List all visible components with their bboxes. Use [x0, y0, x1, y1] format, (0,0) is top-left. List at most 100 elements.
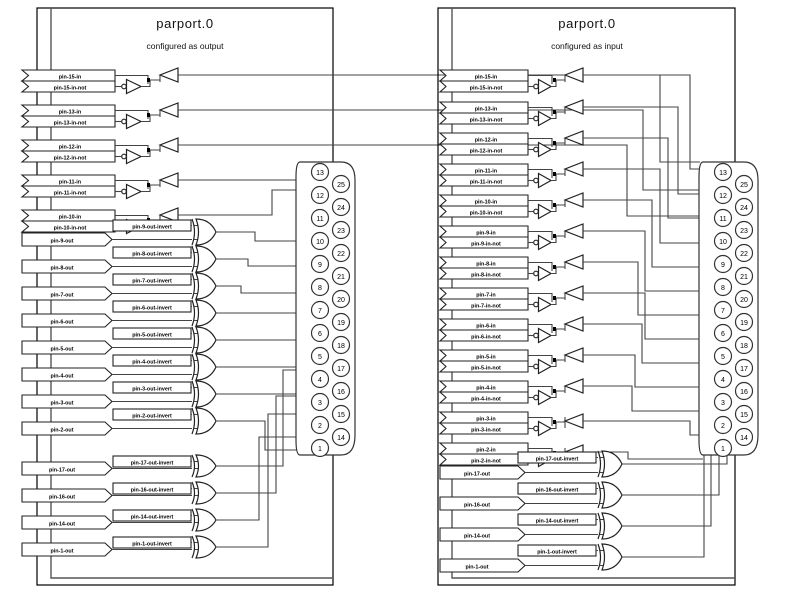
connector-pin-16[interactable]: 16 — [740, 389, 748, 396]
connector-pin-10[interactable]: 10 — [316, 239, 324, 246]
connector-pin-15[interactable]: 15 — [337, 412, 345, 419]
signal-label: pin-11-in — [475, 168, 497, 174]
signal-label-box[interactable] — [21, 232, 113, 247]
connector-pin-8[interactable]: 8 — [721, 285, 725, 292]
signal-not-label-box[interactable] — [438, 298, 529, 311]
connector-pin-17[interactable]: 17 — [740, 366, 748, 373]
connector-pin-25[interactable]: 25 — [337, 182, 345, 189]
connector-pin-20[interactable]: 20 — [740, 297, 748, 304]
signal-not-label-box[interactable] — [438, 143, 529, 156]
signal-not-label-box[interactable] — [20, 185, 116, 198]
connector-pin-23[interactable]: 23 — [337, 228, 345, 235]
invert-label: pin-5-out-invert — [132, 332, 172, 338]
connector-pin-5[interactable]: 5 — [318, 354, 322, 361]
connector-pin-4[interactable]: 4 — [721, 377, 725, 384]
connector-pin-9[interactable]: 9 — [721, 262, 725, 269]
signal-label-box[interactable] — [21, 515, 113, 530]
inverter-bubble-icon — [533, 394, 539, 401]
signal-not-label-box[interactable] — [438, 80, 529, 93]
output-panel-output-group-17: pin-17-out-invert pin-17-out — [21, 369, 300, 478]
connector-pin-1[interactable]: 1 — [721, 446, 725, 453]
connector-pin-22[interactable]: 22 — [740, 251, 748, 258]
connector-pin-21[interactable]: 21 — [337, 274, 345, 281]
signal-not-label-box[interactable] — [20, 80, 116, 93]
input-panel-input-group-5: pin-5-in pin-5-in-not — [438, 347, 703, 388]
output-panel-input-group-11: pin-11-in pin-11-in-not — [20, 171, 312, 200]
connector-pin-12[interactable]: 12 — [719, 193, 727, 200]
connector-pin-5[interactable]: 5 — [721, 354, 725, 361]
connector-pin-4[interactable]: 4 — [318, 377, 322, 384]
connector-pin-20[interactable]: 20 — [337, 297, 345, 304]
connector-pin-22[interactable]: 22 — [337, 251, 345, 258]
connector-pin-21[interactable]: 21 — [740, 274, 748, 281]
connector-pin-24[interactable]: 24 — [337, 205, 345, 212]
connector-pin-19[interactable]: 19 — [740, 320, 748, 327]
signal-label-box[interactable] — [21, 394, 113, 409]
signal-label-box[interactable] — [21, 367, 113, 382]
connector-pin-3[interactable]: 3 — [721, 400, 725, 407]
buffer-gate-icon — [158, 102, 179, 118]
connector-pin-14[interactable]: 14 — [740, 435, 748, 442]
signal-not-label-box[interactable] — [438, 360, 529, 373]
connector-pin-2[interactable]: 2 — [721, 423, 725, 430]
signal-not-label-box[interactable] — [438, 112, 529, 125]
signal-label-box[interactable] — [21, 488, 113, 503]
connector-pin-14[interactable]: 14 — [337, 435, 345, 442]
signal-not-label-box[interactable] — [438, 329, 529, 342]
connector-pin-17[interactable]: 17 — [337, 366, 345, 373]
signal-label-box[interactable] — [439, 558, 526, 573]
connector-pin-25[interactable]: 25 — [740, 182, 748, 189]
connector-pin-11[interactable]: 11 — [316, 216, 323, 223]
connector-pin-8[interactable]: 8 — [318, 285, 322, 292]
connector-pin-1[interactable]: 1 — [318, 446, 322, 453]
signal-not-label-box[interactable] — [438, 267, 529, 280]
connector-pin-24[interactable]: 24 — [740, 205, 748, 212]
signal-label-box[interactable] — [21, 259, 113, 274]
signal-not-label-box[interactable] — [438, 205, 529, 218]
signal-not-label-box[interactable] — [438, 236, 529, 249]
connector-pin-3[interactable]: 3 — [318, 400, 322, 407]
connector-pin-13[interactable]: 13 — [719, 170, 727, 177]
signal-not-label-box[interactable] — [20, 150, 116, 163]
connector-pin-6[interactable]: 6 — [318, 331, 322, 338]
inverter-bubble-icon — [121, 118, 127, 125]
signal-label-box[interactable] — [439, 527, 526, 542]
signal-label-box[interactable] — [21, 340, 113, 355]
signal-not-label-box[interactable] — [438, 391, 529, 404]
connector-pin-7[interactable]: 7 — [318, 308, 322, 315]
signal-label-box[interactable] — [21, 461, 113, 476]
signal-not-label-box[interactable] — [20, 115, 116, 128]
signal-not-label-box[interactable] — [20, 220, 116, 233]
connector-pin-18[interactable]: 18 — [337, 343, 345, 350]
signal-not-label-box[interactable] — [438, 453, 529, 466]
inverter-gate-icon — [537, 172, 553, 189]
connector-pin-2[interactable]: 2 — [318, 423, 322, 430]
signal-label-box[interactable] — [21, 421, 113, 436]
connector-pin-12[interactable]: 12 — [316, 193, 324, 200]
connector-pin-15[interactable]: 15 — [740, 412, 748, 419]
signal-label-box[interactable] — [21, 542, 113, 557]
signal-label: pin-2-out — [50, 427, 73, 433]
signal-label-box[interactable] — [21, 286, 113, 301]
signal-not-label: pin-11-in-not — [54, 190, 87, 196]
signal-label-box[interactable] — [439, 496, 526, 511]
connector-pin-16[interactable]: 16 — [337, 389, 345, 396]
connector-pin-9[interactable]: 9 — [318, 262, 322, 269]
connector-pin-13[interactable]: 13 — [316, 170, 324, 177]
signal-not-label-box[interactable] — [438, 174, 529, 187]
connector-left-column: 13 12 11 10 9 8 7 6 5 4 3 2 1 — [713, 162, 733, 458]
signal-label-box[interactable] — [21, 313, 113, 328]
connector-pin-7[interactable]: 7 — [721, 308, 725, 315]
signal-label: pin-9-in — [476, 230, 495, 236]
wire-to-connector-6 — [216, 285, 300, 294]
input-panel-title: parport.0 — [558, 16, 615, 31]
connector-pin-19[interactable]: 19 — [337, 320, 345, 327]
connector-pin-11[interactable]: 11 — [719, 216, 726, 223]
connector-pin-10[interactable]: 10 — [719, 239, 727, 246]
connector-pin-18[interactable]: 18 — [740, 343, 748, 350]
signal-label-box[interactable] — [439, 465, 526, 480]
signal-not-label-box[interactable] — [438, 422, 529, 435]
output-panel-db25-connector: 13 12 11 10 9 8 7 6 5 4 3 2 1 25 24 23 2… — [295, 161, 356, 458]
connector-pin-6[interactable]: 6 — [721, 331, 725, 338]
connector-pin-23[interactable]: 23 — [740, 228, 748, 235]
